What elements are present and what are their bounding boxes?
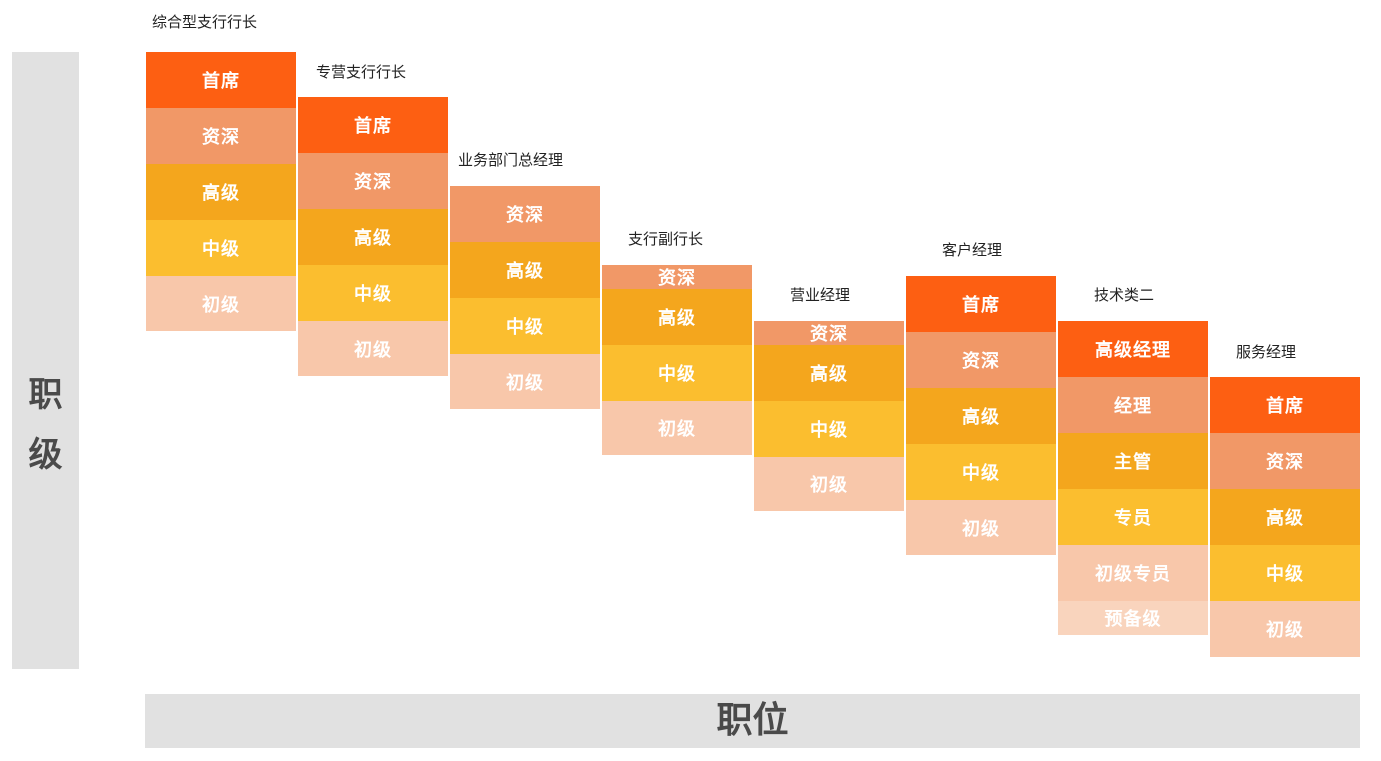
level-block-zhongji: 中级 <box>450 298 600 354</box>
column-title: 技术类二 <box>1094 286 1155 304</box>
column-title: 支行副行长 <box>628 230 704 248</box>
level-block-zhongji: 中级 <box>906 444 1056 500</box>
level-block-zhongji: 中级 <box>602 345 752 401</box>
level-block-shouxi: 首席 <box>906 276 1056 332</box>
column-title: 专营支行行长 <box>316 63 407 81</box>
x-axis-band: 职位 <box>145 694 1360 748</box>
level-block-gaoji: 高级 <box>602 289 752 345</box>
column-title: 服务经理 <box>1236 343 1297 361</box>
level-block-gaoji: 高级 <box>450 242 600 298</box>
level-block-zhuguan: 主管 <box>1058 433 1208 489</box>
level-block-shouxi: 首席 <box>146 52 296 108</box>
level-block-zishen: 资深 <box>906 332 1056 388</box>
level-block-zhongji: 中级 <box>298 265 448 321</box>
level-block-chuji: 初级 <box>754 457 904 511</box>
level-block-gaoji: 高级 <box>146 164 296 220</box>
level-block-zishen: 资深 <box>450 186 600 242</box>
level-block-zhongji: 中级 <box>754 401 904 457</box>
level-block-gaoji: 高级 <box>1210 489 1360 545</box>
column-title: 综合型支行行长 <box>152 13 258 31</box>
level-block-chuji: 初级 <box>450 354 600 409</box>
level-block-gaoji: 高级 <box>754 345 904 401</box>
level-block-chuji: 初级 <box>906 500 1056 555</box>
level-block-zishen: 资深 <box>298 153 448 209</box>
level-block-zhongji: 中级 <box>146 220 296 276</box>
level-block-yubei: 预备级 <box>1058 601 1208 635</box>
column-title: 客户经理 <box>942 241 1003 259</box>
level-block-chuji-zhuanyuan: 初级专员 <box>1058 545 1208 601</box>
level-block-zishen: 资深 <box>146 108 296 164</box>
x-axis-label: 职位 <box>716 700 789 741</box>
y-axis-label: 职级 <box>28 375 63 475</box>
level-block-shouxi: 首席 <box>298 97 448 153</box>
level-block-chuji: 初级 <box>298 321 448 376</box>
level-block-gaoji: 高级 <box>906 388 1056 444</box>
level-block-chuji: 初级 <box>602 401 752 455</box>
level-block-zishen: 资深 <box>754 321 904 345</box>
column-title: 营业经理 <box>790 286 851 304</box>
level-block-shouxi: 首席 <box>1210 377 1360 433</box>
level-block-zhongji: 中级 <box>1210 545 1360 601</box>
y-axis-band: 职级 <box>12 52 79 669</box>
level-block-chuji: 初级 <box>146 276 296 331</box>
level-block-jingli: 经理 <box>1058 377 1208 433</box>
column-title: 业务部门总经理 <box>458 151 564 169</box>
level-block-zhuanyuan: 专员 <box>1058 489 1208 545</box>
level-block-zishen: 资深 <box>1210 433 1360 489</box>
level-block-zishen: 资深 <box>602 265 752 289</box>
level-block-chuji: 初级 <box>1210 601 1360 657</box>
level-block-gaoji-jingli: 高级经理 <box>1058 321 1208 377</box>
level-block-gaoji: 高级 <box>298 209 448 265</box>
